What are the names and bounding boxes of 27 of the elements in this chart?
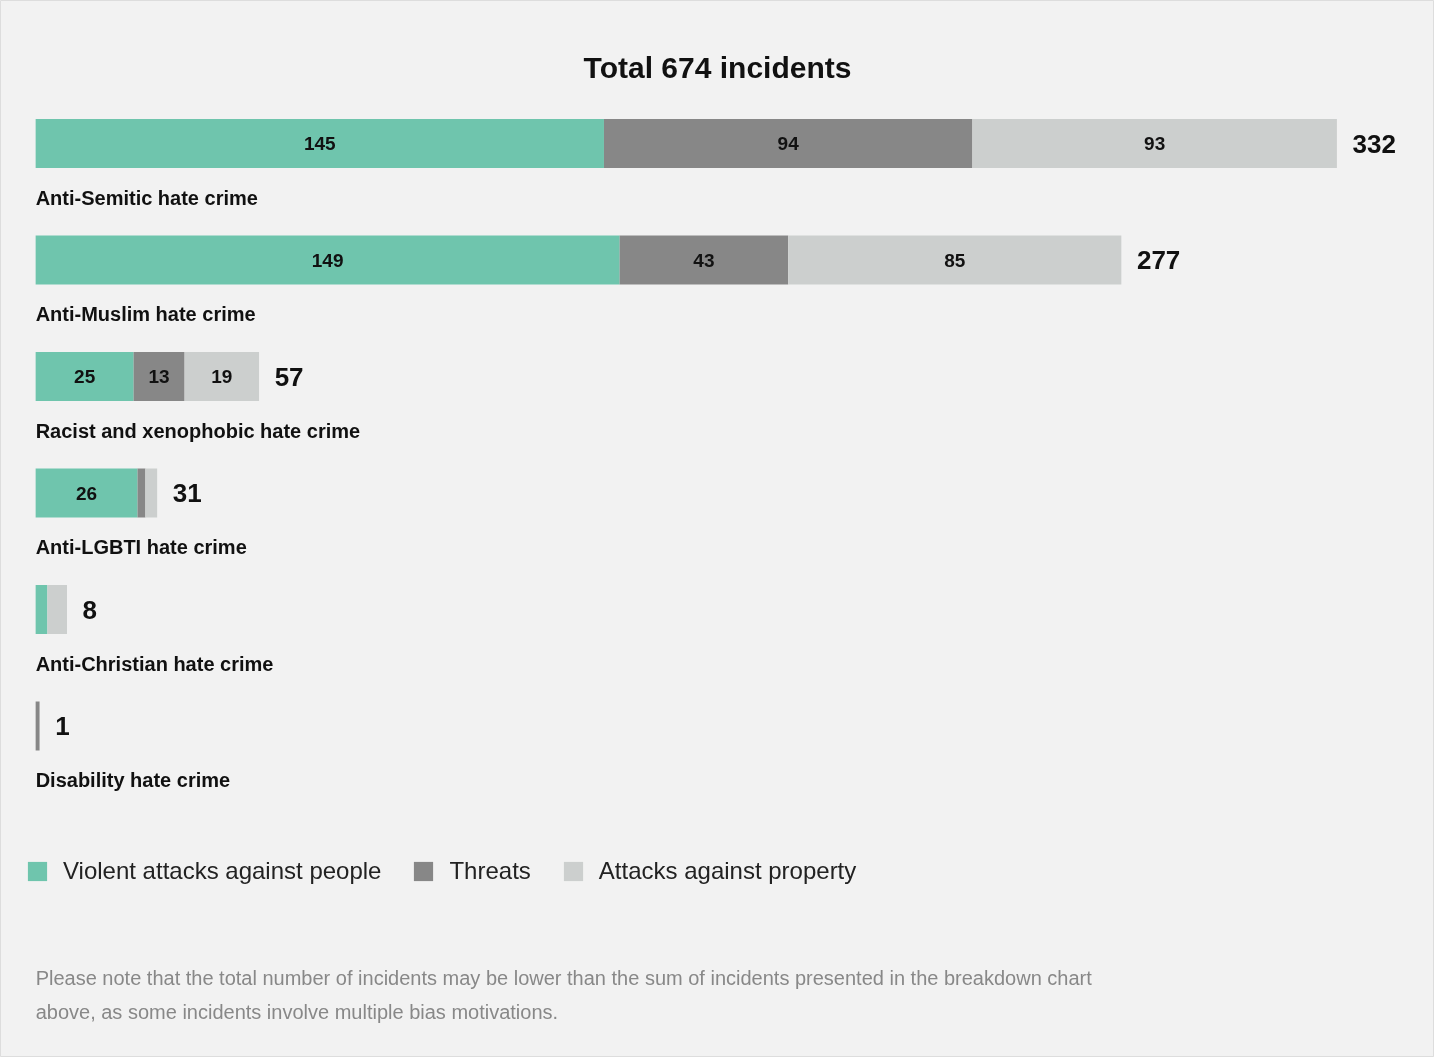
data-label: 94: [777, 133, 800, 154]
total-label: 8: [82, 594, 98, 625]
data-label: 145: [303, 133, 337, 154]
text: Please note that the total number of incidents may be lower than the sum of incidents presented in the breakdown chart above, as some incidents involve multiple bias motivations.: [35, 966, 1093, 1023]
total-label: 1: [55, 711, 70, 741]
data-label: 43: [693, 249, 715, 271]
data-label: 93: [1144, 133, 1166, 154]
data-label: 19: [211, 366, 233, 387]
chart-title: Total 674 incidents: [583, 51, 852, 84]
legend-label: Attacks against property: [598, 857, 857, 885]
y-tick-label: Disability hate crime: [35, 769, 231, 791]
y-tick-label: Racist and xenophobic hate crime: [35, 419, 361, 442]
total-label: 332: [1352, 128, 1396, 159]
y-tick-label: Anti-Semitic hate crime: [35, 186, 258, 209]
data-label: 25: [74, 366, 96, 387]
data-label: 149: [311, 249, 344, 271]
total-label: 277: [1136, 245, 1181, 275]
data-label: 13: [148, 366, 170, 387]
y-tick-label: Anti-LGBTI hate crime: [35, 536, 247, 558]
total-label: 31: [172, 478, 202, 508]
legend-label: Threats: [449, 857, 531, 885]
data-label: 26: [76, 482, 98, 504]
y-tick-label: Anti-Muslim hate crime: [35, 303, 256, 325]
data-label: 85: [944, 249, 966, 271]
y-tick-label: Anti-Christian hate crime: [35, 652, 274, 675]
total-label: 57: [274, 361, 304, 392]
legend-label: Violent attacks against people: [63, 857, 382, 885]
